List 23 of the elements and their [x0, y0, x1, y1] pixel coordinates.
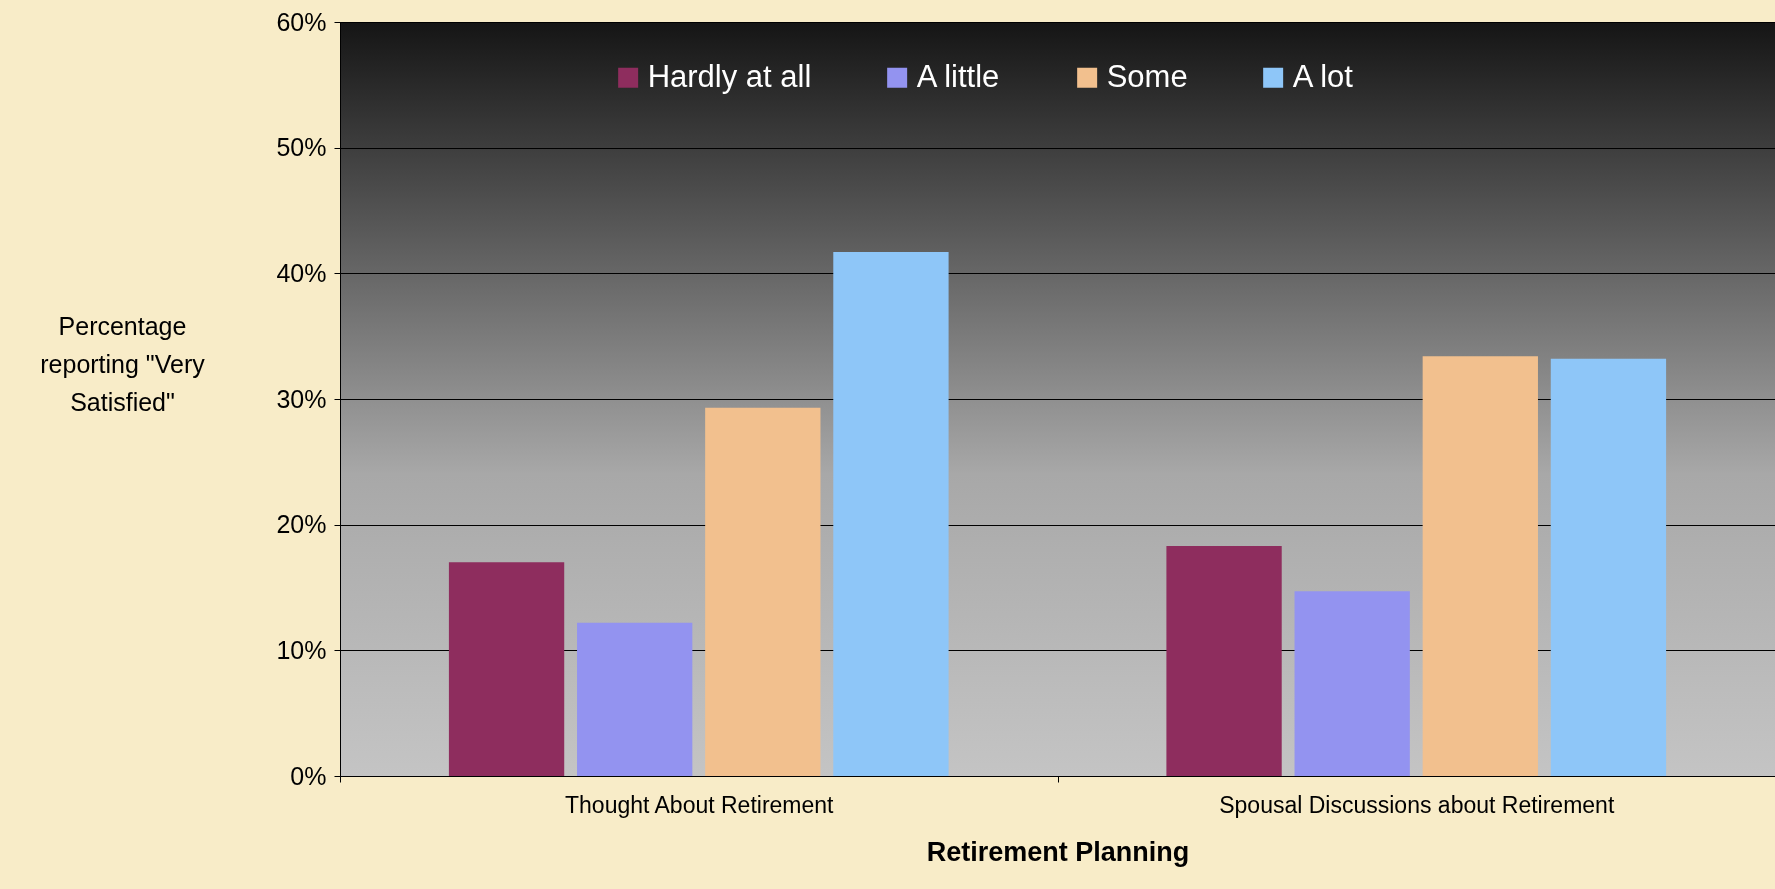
legend-label: A lot — [1292, 58, 1354, 94]
y-tick-label: 40% — [276, 258, 327, 287]
bar — [1422, 356, 1538, 776]
bar — [705, 407, 821, 776]
x-tick-label: Spousal Discussions about Retirement — [1219, 791, 1615, 818]
bar — [1550, 358, 1667, 776]
y-axis-title: Percentage reporting "Very Satisfied" — [40, 311, 206, 416]
y-tick-label: 10% — [276, 635, 327, 664]
y-tick-label: 30% — [276, 384, 327, 413]
legend-label: Hardly at all — [647, 58, 812, 94]
bar — [1166, 546, 1282, 776]
bar — [448, 562, 565, 776]
y-tick-label: 60% — [276, 7, 327, 36]
y-tick-label: 50% — [276, 133, 327, 162]
legend-label: Some — [1106, 58, 1188, 94]
bar — [833, 251, 949, 776]
x-tick-label: Thought About Retirement — [565, 791, 835, 818]
x-axis-title: Retirement Planning — [926, 836, 1190, 867]
y-tick-label: 0% — [290, 761, 327, 790]
bar — [1294, 591, 1410, 776]
bar — [577, 622, 693, 776]
legend-label: A little — [916, 58, 1000, 94]
y-tick-label: 20% — [276, 510, 327, 539]
